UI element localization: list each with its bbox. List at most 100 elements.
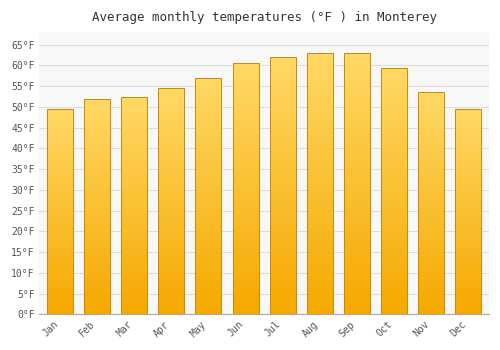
Bar	[381, 245, 407, 250]
Bar	[232, 204, 258, 209]
Bar	[307, 95, 333, 100]
Bar	[307, 199, 333, 205]
Bar	[307, 53, 333, 315]
Bar	[47, 273, 73, 278]
Bar	[121, 162, 147, 166]
Bar	[456, 150, 481, 154]
Bar	[307, 220, 333, 226]
Bar	[344, 84, 370, 90]
Bar	[47, 109, 73, 113]
Bar	[456, 228, 481, 232]
Bar	[307, 226, 333, 231]
Bar	[270, 309, 296, 315]
Bar	[344, 168, 370, 173]
Bar	[232, 129, 258, 134]
Bar	[232, 249, 258, 254]
Bar	[196, 111, 222, 116]
Bar	[84, 112, 110, 116]
Bar	[232, 89, 258, 93]
Bar	[344, 299, 370, 304]
Bar	[456, 171, 481, 175]
Bar	[158, 129, 184, 133]
Bar	[121, 197, 147, 201]
Bar	[84, 276, 110, 280]
Bar	[381, 161, 407, 166]
Bar	[47, 134, 73, 138]
Bar	[344, 220, 370, 226]
Bar	[158, 106, 184, 111]
Bar	[196, 272, 222, 276]
Bar	[158, 229, 184, 233]
Bar	[47, 265, 73, 269]
Bar	[232, 199, 258, 204]
Bar	[121, 240, 147, 245]
Bar	[270, 93, 296, 98]
Bar	[381, 196, 407, 201]
Bar	[418, 128, 444, 132]
Bar	[158, 265, 184, 269]
Bar	[307, 152, 333, 158]
Bar	[344, 194, 370, 200]
Bar	[158, 147, 184, 152]
Bar	[84, 133, 110, 138]
Bar	[418, 212, 444, 217]
Bar	[84, 181, 110, 185]
Bar	[456, 142, 481, 146]
Bar	[418, 150, 444, 155]
Bar	[270, 124, 296, 129]
Bar	[158, 156, 184, 161]
Bar	[307, 63, 333, 69]
Bar	[270, 170, 296, 175]
Bar	[47, 146, 73, 150]
Bar	[84, 241, 110, 245]
Bar	[121, 136, 147, 140]
Bar	[418, 146, 444, 150]
Bar	[196, 130, 222, 135]
Bar	[84, 302, 110, 306]
Bar	[456, 232, 481, 236]
Bar	[418, 244, 444, 248]
Bar	[196, 229, 222, 234]
Bar	[47, 130, 73, 134]
Bar	[121, 101, 147, 105]
Bar	[121, 262, 147, 267]
Bar	[344, 111, 370, 116]
Bar	[344, 132, 370, 136]
Bar	[456, 199, 481, 204]
Bar	[232, 194, 258, 199]
Bar	[47, 306, 73, 310]
Bar	[456, 253, 481, 257]
Bar	[270, 57, 296, 315]
Bar	[270, 160, 296, 165]
Bar	[232, 179, 258, 184]
Bar	[381, 280, 407, 285]
Bar	[418, 110, 444, 114]
Bar	[121, 145, 147, 149]
Bar	[456, 249, 481, 253]
Bar	[307, 147, 333, 152]
Bar	[196, 196, 222, 201]
Bar	[344, 142, 370, 147]
Bar	[344, 226, 370, 231]
Bar	[418, 248, 444, 252]
Bar	[121, 258, 147, 262]
Bar	[47, 253, 73, 257]
Bar	[307, 105, 333, 111]
Bar	[158, 242, 184, 247]
Bar	[47, 191, 73, 195]
Bar	[344, 283, 370, 288]
Bar	[456, 175, 481, 179]
Bar	[456, 187, 481, 191]
Bar	[270, 217, 296, 222]
Bar	[307, 262, 333, 267]
Bar	[121, 267, 147, 271]
Bar	[456, 183, 481, 187]
Bar	[344, 294, 370, 299]
Bar	[456, 216, 481, 220]
Bar	[196, 310, 222, 315]
Bar	[381, 201, 407, 206]
Bar	[381, 77, 407, 82]
Bar	[270, 186, 296, 191]
Bar	[270, 181, 296, 186]
Bar	[84, 310, 110, 315]
